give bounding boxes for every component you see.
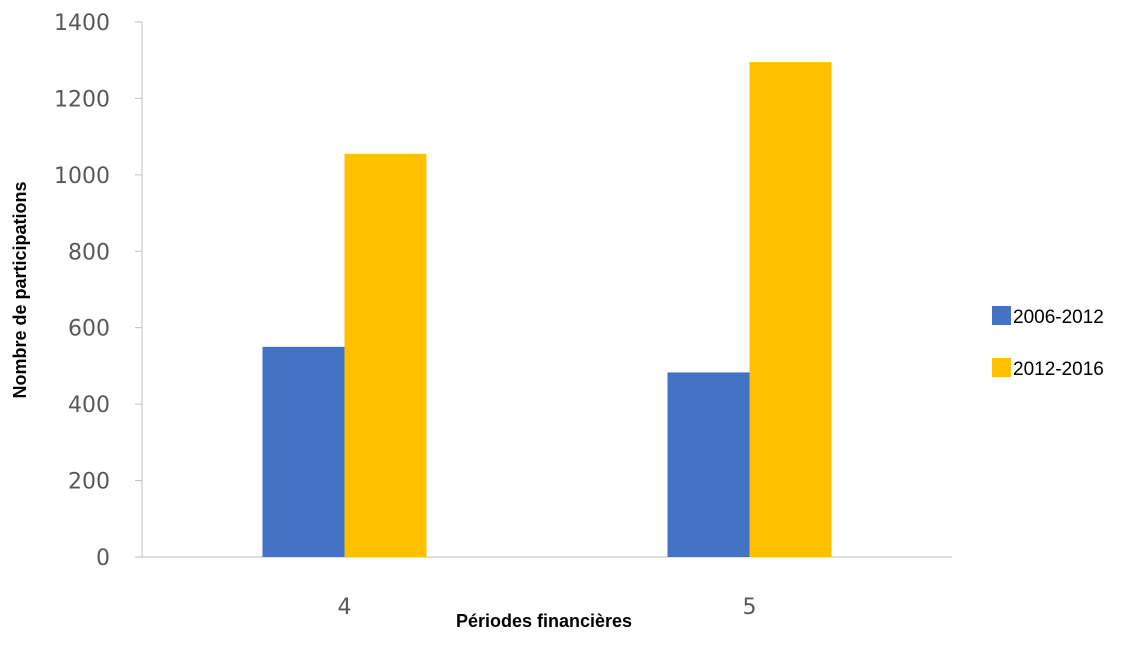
y-tick-label: 600 [68,317,110,342]
legend-label: 2012-2016 [1013,359,1104,380]
legend-label: 2006-2012 [1013,307,1104,328]
y-tick-label: 1400 [54,11,110,36]
y-tick-label: 1200 [54,87,110,112]
legend: 2006-2012 2012-2016 [992,306,1104,380]
bar-2006-2012-5 [667,372,750,557]
y-tick-label: 800 [68,240,110,265]
y-axis-title: Nombre de participations [10,181,30,398]
bar-2006-2012-4 [262,346,345,557]
x-axis-title: Périodes financières [456,611,632,631]
y-axis: 0 200 400 600 800 1000 1200 1400 [54,11,143,571]
y-tick-label: 200 [68,470,110,495]
x-tick-label: 4 [338,595,352,620]
y-tick-label: 1000 [54,164,110,189]
legend-swatch [992,306,1011,325]
bars [262,62,832,557]
x-tick-label: 5 [743,595,757,620]
y-tick-label: 400 [68,393,110,418]
bar-2012-2016-5 [749,62,832,557]
bar-2012-2016-4 [344,153,427,557]
legend-swatch [992,358,1011,377]
y-tick-label: 0 [96,546,110,571]
